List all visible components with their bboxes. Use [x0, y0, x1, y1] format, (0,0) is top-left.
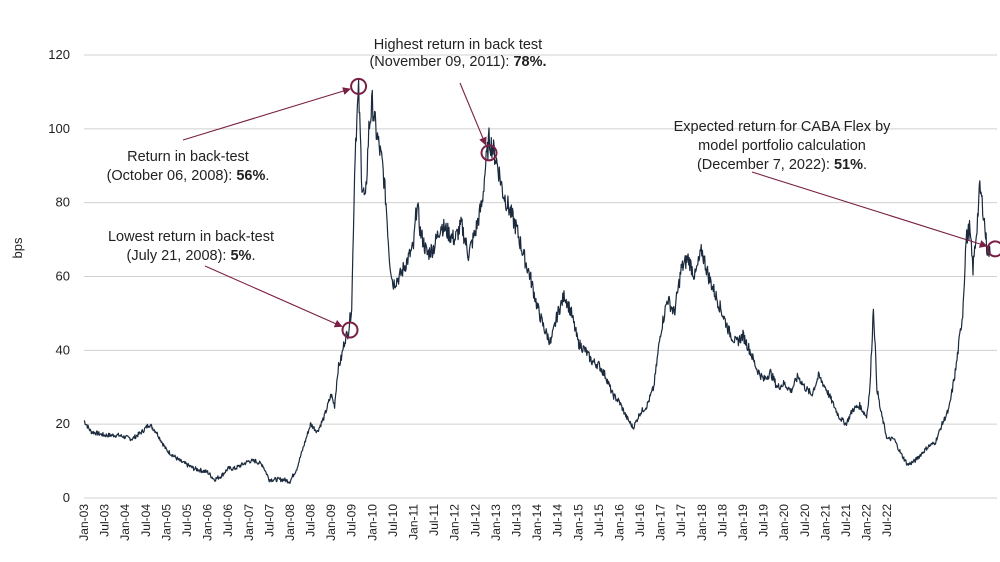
x-tick-label: Jul-05	[180, 504, 194, 537]
annotations-layer: Highest return in back test (November 09,…	[107, 37, 892, 264]
annotation-4: Expected return for CABA Flex by model po…	[674, 119, 892, 173]
annotation-arrow-3	[204, 265, 343, 328]
x-tick-label: Jan-03	[77, 504, 91, 541]
y-axis-title: bps	[10, 237, 25, 258]
markers-layer	[341, 77, 1000, 339]
series-layer	[83, 78, 991, 484]
x-tick-label: Jul-17	[674, 504, 688, 537]
x-tick-label: Jan-11	[407, 504, 421, 540]
x-tick-label: Jan-16	[612, 504, 626, 541]
x-tick-label: Jul-16	[633, 504, 647, 537]
annotation-text: Expected return for CABA Flex by	[674, 119, 892, 135]
annotation-text: 56%	[236, 168, 265, 184]
x-tick-label: Jan-22	[860, 504, 874, 541]
y-axis: 0 20 40 60 80 100 120	[48, 47, 70, 505]
y-tick-label: 100	[48, 121, 70, 136]
x-tick-label: Jan-05	[159, 504, 173, 541]
x-tick-label: Jan-06	[201, 504, 215, 541]
x-tick-label: Jul-12	[468, 504, 482, 537]
annotation-text: (October 06, 2008):	[107, 168, 237, 184]
annotation-text: .	[251, 248, 255, 264]
x-tick-label: Jul-15	[592, 504, 606, 537]
y-tick-label: 40	[56, 342, 70, 357]
annotation-arrow-2	[182, 87, 351, 141]
highlight-marker-2	[350, 77, 368, 95]
annotation-arrows	[182, 82, 988, 328]
annotation-text: 51%	[834, 157, 863, 173]
annotation-text: .	[265, 168, 269, 184]
x-tick-label: Jan-13	[489, 504, 503, 541]
x-tick-label: Jul-06	[221, 504, 235, 537]
annotation-text: model portfolio calculation	[698, 138, 866, 154]
annotation-text: .	[863, 157, 867, 173]
x-tick-label: Jul-10	[386, 504, 400, 537]
annotation-3: Lowest return in back-test (July 21, 2008…	[108, 229, 274, 264]
x-tick-label: Jul-13	[509, 504, 523, 537]
x-tick-label: Jul-08	[304, 504, 318, 537]
x-tick-label: Jul-20	[798, 504, 812, 537]
y-tick-label: 120	[48, 47, 70, 62]
x-tick-label: Jan-07	[242, 504, 256, 541]
x-tick-label: Jul-07	[262, 504, 276, 537]
y-tick-label: 20	[56, 416, 70, 431]
annotation-text: (November 09, 2011):	[369, 54, 513, 70]
highlight-marker-3	[480, 144, 498, 162]
annotation-2: Return in back-test (October 06, 2008): 5…	[107, 149, 270, 184]
x-tick-label: Jan-12	[448, 504, 462, 541]
annotation-1: Highest return in back test (November 09,…	[369, 37, 546, 70]
x-tick-label: Jan-09	[324, 504, 338, 541]
x-tick-label: Jul-04	[139, 504, 153, 537]
x-tick-label: Jul-14	[551, 504, 565, 537]
x-tick-label: Jan-21	[818, 504, 832, 541]
x-tick-label: Jul-19	[757, 504, 771, 537]
highlight-marker-1	[341, 321, 359, 339]
annotation-text: (July 21, 2008):	[127, 248, 231, 264]
x-tick-label: Jul-11	[427, 504, 441, 536]
x-tick-label: Jul-03	[98, 504, 112, 537]
annotation-text: (December 7, 2022):	[697, 157, 834, 173]
series-line-return	[83, 78, 991, 484]
grid-layer	[84, 54, 997, 499]
x-axis: Jan-03 Jul-03 Jan-04 Jul-04 Jan-05 Jul-05 Jan-…	[77, 504, 894, 541]
x-tick-label: Jan-20	[777, 504, 791, 541]
x-tick-label: Jan-18	[695, 504, 709, 541]
x-tick-label: Jan-17	[654, 504, 668, 541]
annotation-text: 5%	[230, 248, 251, 264]
annotation-arrow-4	[751, 171, 988, 248]
annotation-text: Lowest return in back-test	[108, 229, 274, 245]
annotation-text: Highest return in back test	[374, 37, 542, 53]
x-tick-label: Jan-10	[365, 504, 379, 541]
y-tick-label: 60	[56, 269, 70, 284]
annotation-text: 78%.	[513, 54, 546, 70]
x-tick-label: Jan-08	[283, 504, 297, 541]
y-tick-label: 0	[63, 490, 70, 505]
x-tick-label: Jan-15	[571, 504, 585, 541]
annotation-arrow-1	[459, 82, 487, 146]
y-tick-label: 80	[56, 195, 70, 210]
x-tick-label: Jul-18	[715, 504, 729, 537]
x-tick-label: Jan-19	[736, 504, 750, 541]
x-tick-label: Jul-21	[839, 504, 853, 537]
x-tick-label: Jan-14	[530, 504, 544, 541]
annotation-text: Return in back-test	[127, 149, 249, 165]
x-tick-label: Jul-09	[345, 504, 359, 537]
x-tick-label: Jan-04	[118, 504, 132, 541]
highlight-marker-4	[986, 240, 1000, 258]
x-tick-label: Jul-22	[880, 504, 894, 537]
